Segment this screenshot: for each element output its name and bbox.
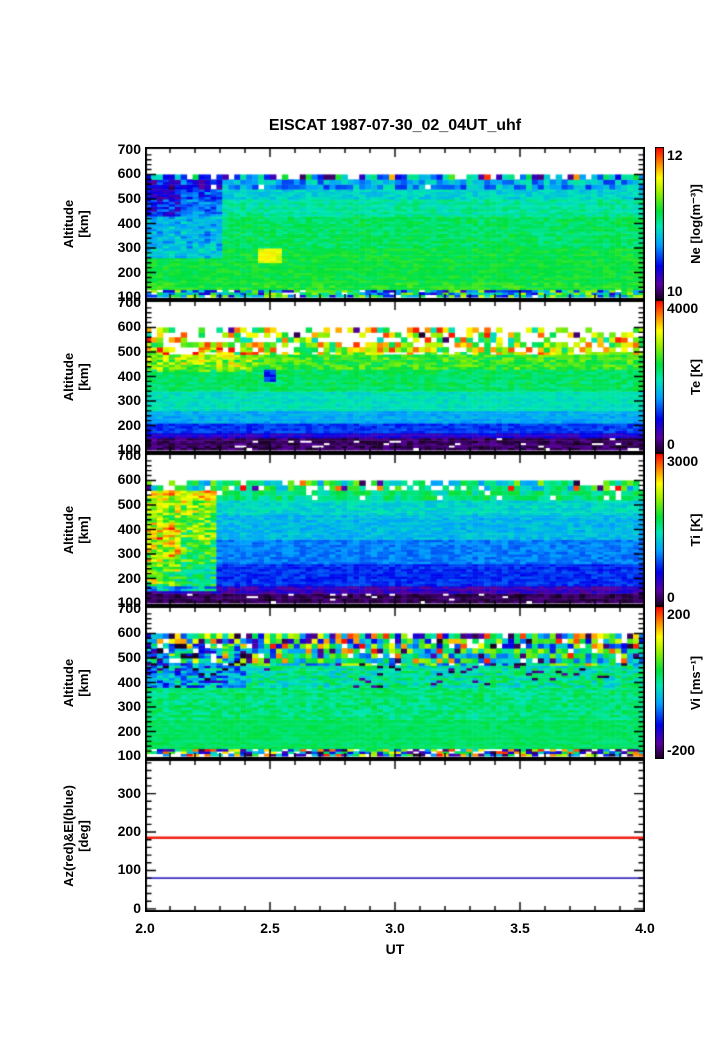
colorbar-max-label: 12 [667, 147, 683, 163]
y-tick-label: 500 [117, 342, 141, 359]
y-tick-label: 500 [117, 189, 141, 206]
y-tick-label: 400 [117, 214, 141, 231]
panel-electron-density-canvas [145, 147, 645, 300]
panel-azimuth-elevation-canvas [145, 759, 645, 912]
y-tick-label: 400 [117, 673, 141, 690]
y-tick-label: 300 [117, 545, 141, 562]
y-tick-label: 700 [117, 293, 141, 310]
y-tick-label: 200 [117, 823, 141, 840]
x-tick-label: 3.5 [510, 920, 530, 936]
colorbar-electron-temperature [655, 300, 664, 453]
y-tick-label: 600 [117, 165, 141, 182]
x-tick-label: 2.5 [260, 920, 280, 936]
y-tick-label: 200 [117, 263, 141, 280]
colorbar-min-label: 10 [667, 283, 683, 299]
colorbar-max-label: 200 [667, 606, 691, 622]
x-tick-label: 4.0 [635, 920, 655, 936]
y-tick-label: 300 [117, 392, 141, 409]
y-tick-label: 200 [117, 722, 141, 739]
y-tick-label: 200 [117, 416, 141, 433]
y-tick-label: 600 [117, 318, 141, 335]
y-tick-label: 400 [117, 367, 141, 384]
colorbar-title-ion-velocity: Vi [ms⁻¹] [688, 655, 703, 710]
y-tick-label: 400 [117, 520, 141, 537]
y-tick-label: 300 [117, 698, 141, 715]
colorbar-electron-density [655, 147, 664, 300]
y-tick-label: 100 [117, 288, 141, 305]
colorbar-max-label: 3000 [667, 453, 699, 469]
y-tick-label: 300 [117, 784, 141, 801]
y-tick-label: 100 [117, 594, 141, 611]
colorbar-ion-velocity [655, 606, 664, 759]
y-tick-label: 600 [117, 471, 141, 488]
colorbar-title-electron-density: Ne [log(m⁻³)] [688, 183, 703, 264]
y-tick-label: 700 [117, 599, 141, 616]
panel-ion-velocity-canvas [145, 606, 645, 759]
y-tick-label: 200 [117, 569, 141, 586]
y-tick-label: 100 [117, 747, 141, 764]
colorbar-min-label: -200 [667, 742, 696, 758]
y-tick-label: 100 [117, 861, 141, 878]
colorbar-title-ion-temperature: Ti [K] [688, 513, 703, 546]
y-tick-label: 300 [117, 239, 141, 256]
colorbar-max-label: 4000 [667, 300, 699, 316]
figure-title: EISCAT 1987-07-30_02_04UT_uhf [268, 117, 522, 134]
y-tick-label: 700 [117, 140, 141, 157]
panel-electron-temperature-canvas [145, 300, 645, 453]
colorbar-min-label: 0 [667, 436, 675, 452]
y-axis-label-azimuth-elevation: Az(red)&El(blue) [deg] [61, 784, 91, 887]
x-axis-label: UT [385, 941, 405, 957]
colorbar-ion-temperature [655, 453, 664, 606]
x-tick-label: 3.0 [385, 920, 405, 936]
y-tick-label: 500 [117, 495, 141, 512]
colorbar-title-electron-temperature: Te [K] [688, 358, 703, 395]
y-tick-label: 700 [117, 446, 141, 463]
panel-ion-temperature-canvas [145, 453, 645, 606]
y-tick-label: 100 [117, 441, 141, 458]
y-tick-label: 600 [117, 624, 141, 641]
y-tick-label: 0 [133, 899, 141, 916]
x-tick-label: 2.0 [135, 920, 155, 936]
colorbar-min-label: 0 [667, 589, 675, 605]
y-tick-label: 500 [117, 648, 141, 665]
